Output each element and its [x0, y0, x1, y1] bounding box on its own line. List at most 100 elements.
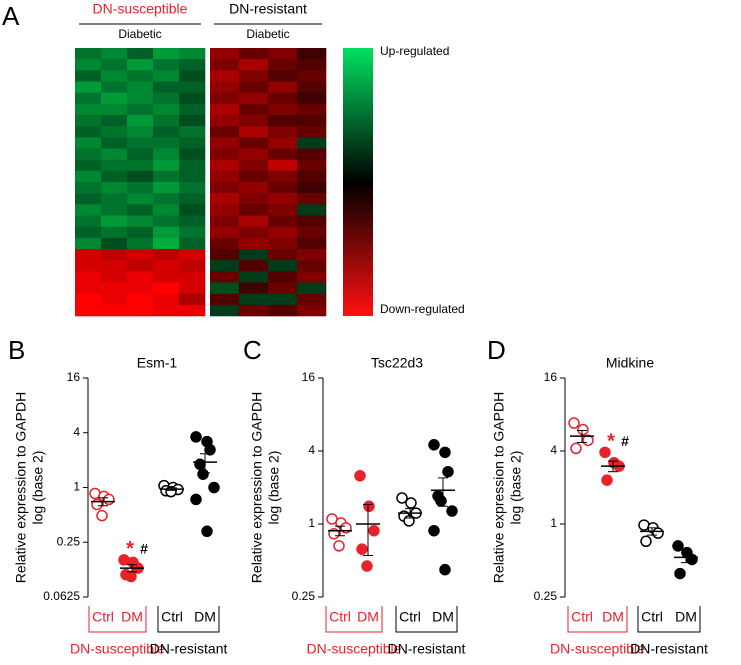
heat-cell — [75, 204, 102, 216]
heat-cell — [127, 159, 154, 172]
heat-cell — [210, 70, 240, 82]
x-tick-label: Ctrl — [161, 609, 183, 625]
y-tick-label: 0.0625 — [43, 589, 80, 603]
y-tick-label: 4 — [73, 425, 80, 439]
data-point — [363, 500, 375, 513]
group-label: DN-resistant — [388, 641, 466, 657]
heat-cell — [268, 293, 298, 306]
heat-cell — [75, 70, 102, 82]
heat-cell — [153, 148, 180, 160]
group-bracket — [325, 606, 383, 633]
x-tick-label: Ctrl — [329, 609, 351, 625]
heat-cell — [297, 204, 327, 216]
x-tick-label: Ctrl — [399, 609, 421, 625]
heat-cell — [297, 70, 327, 82]
heat-cell — [127, 282, 154, 294]
heat-cell — [179, 204, 206, 216]
heat-cell — [153, 249, 180, 261]
data-point — [208, 481, 220, 494]
heat-cell — [239, 293, 269, 306]
heat-cell — [268, 103, 298, 116]
heat-cell — [179, 182, 206, 194]
x-tick-label: DM — [121, 609, 143, 625]
heat-cell — [127, 70, 154, 82]
heat-cell — [101, 226, 128, 239]
heat-cell — [101, 293, 128, 306]
heat-cell — [239, 115, 269, 127]
heat-cell — [239, 70, 269, 82]
heat-cell — [239, 260, 269, 272]
heat-cell — [268, 81, 298, 93]
data-point — [672, 540, 684, 552]
heat-cell — [101, 137, 128, 149]
group-subtitle: Diabetic — [118, 27, 161, 41]
heat-cell — [268, 126, 298, 138]
heat-cell — [75, 115, 102, 127]
heat-cell — [75, 215, 102, 227]
heat-cell — [153, 48, 180, 60]
heat-cell — [179, 282, 206, 294]
heat-cell — [101, 215, 128, 227]
heat-cell — [127, 193, 154, 205]
heat-cell — [75, 170, 102, 183]
heat-cell — [297, 81, 327, 93]
data-point — [197, 468, 209, 480]
heat-cell — [179, 249, 206, 261]
heat-cell — [268, 92, 298, 105]
data-point — [570, 442, 582, 455]
heat-cell — [297, 59, 327, 71]
heat-cell — [268, 237, 298, 250]
group-bracket — [637, 606, 701, 633]
panel-label: B — [8, 335, 25, 365]
heat-cell — [127, 59, 154, 71]
y-tick-label: 0.25 — [534, 589, 558, 603]
heat-cell — [239, 226, 269, 239]
heat-cell — [297, 260, 327, 272]
heat-cell — [268, 215, 298, 227]
heat-cell — [101, 304, 128, 317]
data-point — [428, 439, 440, 451]
heat-cell — [268, 304, 298, 317]
heat-cell — [268, 226, 298, 239]
data-point — [190, 493, 202, 506]
heat-cell — [210, 48, 240, 60]
y-tick-label: 1 — [550, 516, 557, 530]
heat-cell — [268, 148, 298, 160]
heat-cell — [268, 170, 298, 183]
x-tick-label: DM — [675, 609, 697, 625]
heat-cell — [127, 293, 154, 306]
data-point — [446, 505, 458, 517]
data-point — [190, 431, 202, 443]
heat-cell — [153, 282, 180, 294]
data-point — [194, 458, 206, 471]
heat-cell — [239, 304, 269, 317]
heat-cell — [239, 159, 269, 172]
heat-cell — [210, 204, 240, 216]
heat-cell — [179, 159, 206, 172]
x-tick-label: DM — [602, 609, 624, 625]
heat-cell — [268, 249, 298, 261]
panel-label: A — [2, 1, 20, 31]
heat-cell — [101, 260, 128, 272]
heat-cell — [179, 126, 206, 138]
group-label: DN-susceptible — [550, 641, 645, 657]
heat-cell — [210, 260, 240, 272]
heat-cell — [239, 103, 269, 116]
heat-cell — [297, 215, 327, 227]
data-point — [354, 469, 366, 482]
x-tick-label: DM — [357, 609, 379, 625]
heat-cell — [297, 92, 327, 105]
heat-cell — [75, 304, 102, 317]
group-label: DN-susceptible — [307, 641, 402, 657]
heat-cell — [297, 237, 327, 250]
heat-cell — [127, 215, 154, 227]
heat-cell — [153, 92, 180, 105]
heat-cell — [297, 304, 327, 317]
y-tick-label: 16 — [302, 370, 316, 384]
heat-cell — [101, 48, 128, 60]
heat-cell — [127, 170, 154, 183]
heat-cell — [179, 59, 206, 71]
heat-cell — [127, 271, 154, 283]
heat-cell — [210, 226, 240, 239]
heat-cell — [75, 148, 102, 160]
